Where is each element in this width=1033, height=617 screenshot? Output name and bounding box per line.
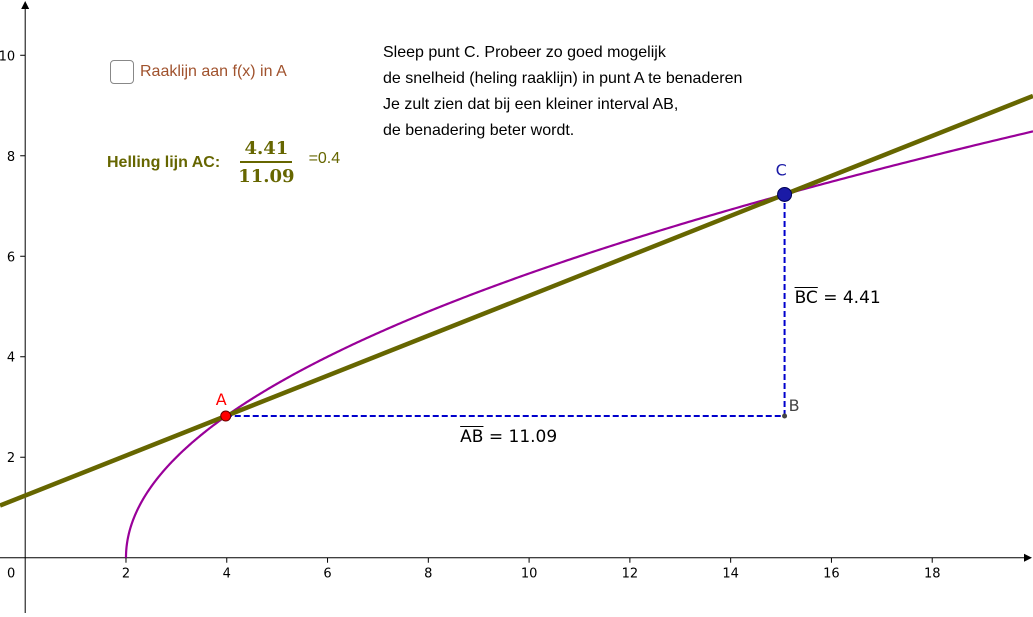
slope-result: =0.4 (308, 149, 341, 167)
x-tick-label: 0 (7, 567, 15, 582)
tangent-checkbox[interactable] (110, 60, 134, 84)
x-tick-label: 16 (823, 567, 840, 582)
slope-fraction: 4.41 11.09 (234, 138, 298, 187)
x-tick-label: 8 (424, 567, 432, 582)
x-tick-label: 10 (521, 567, 538, 582)
point-a[interactable] (220, 410, 232, 422)
instruction-line: de snelheid (heling raaklijn) in punt A … (383, 70, 743, 87)
tangent-toggle[interactable]: Raaklijn aan f(x) in A (110, 60, 287, 84)
point-b[interactable] (782, 413, 788, 419)
y-tick-label: 2 (7, 451, 15, 466)
point-c[interactable] (777, 186, 793, 202)
x-tick-label: 14 (722, 567, 739, 582)
segment-ab-label: AB = 11.09 (460, 427, 557, 447)
x-tick-label: 2 (122, 567, 130, 582)
instruction-line: Je zult zien dat bij een kleiner interva… (383, 96, 679, 113)
function-curve-f[interactable] (124, 130, 1033, 558)
secant-line-ac[interactable] (0, 93, 1033, 508)
x-axis-arrow (1024, 553, 1032, 562)
y-tick-label: 4 (7, 351, 15, 366)
slope-readout: Helling lijn AC: 4.41 11.09 =0.4 (107, 138, 340, 187)
y-tick-label: 6 (7, 250, 15, 265)
instruction-line: Sleep punt C. Probeer zo goed mogelijk (383, 44, 666, 61)
y-tick-label: 10 (0, 49, 15, 64)
point-a-label: A (216, 390, 227, 409)
segment-bc-name: BC (794, 288, 818, 309)
x-tick-label: 6 (323, 567, 331, 582)
instruction-line: de benadering beter wordt. (383, 122, 575, 139)
slope-label: Helling lijn AC: (107, 153, 221, 171)
instructions-text: Sleep punt C. Probeer zo goed mogelijk d… (383, 40, 742, 144)
segment-ab-value: 11.09 (508, 427, 558, 448)
point-c-label: C (776, 160, 787, 179)
x-tick-label: 4 (223, 567, 231, 582)
segment-bc-equals: = (823, 288, 838, 309)
y-axis-arrow (21, 1, 30, 9)
point-b-label: B (789, 396, 800, 415)
segment-bc-label: BC = 4.41 (795, 288, 881, 308)
segment-bc-value: 4.41 (842, 288, 881, 309)
tangent-checkbox-label: Raaklijn aan f(x) in A (140, 63, 287, 80)
slope-denominator: 11.09 (238, 166, 295, 187)
y-tick-label: 8 (7, 150, 15, 165)
x-tick-label: 18 (924, 567, 941, 582)
segment-ab-name: AB (460, 427, 484, 448)
segment-ab-equals: = (488, 427, 504, 448)
x-tick-label: 12 (622, 567, 639, 582)
slope-numerator: 4.41 (240, 138, 293, 163)
